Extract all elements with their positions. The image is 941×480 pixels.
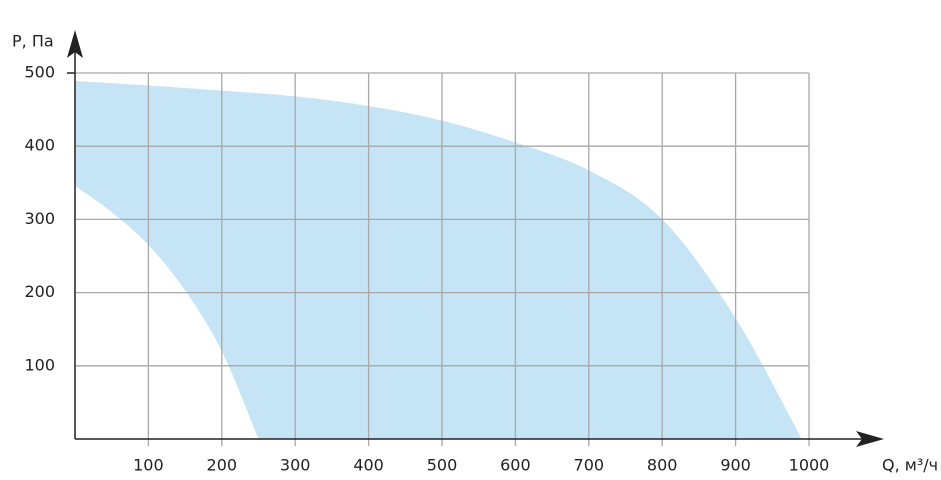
y-tick-label: 500 [24,63,55,82]
area [75,81,802,439]
x-tick-label: 500 [427,456,458,475]
y-axis-label: P, Па [12,32,54,51]
x-tick-label: 300 [280,456,311,475]
x-tick-label: 700 [574,456,605,475]
y-tick-label: 300 [24,209,55,228]
x-tick-label: 400 [353,456,384,475]
x-tick-label: 100 [133,456,164,475]
y-tick-label: 400 [24,136,55,155]
x-tick-label: 600 [500,456,531,475]
x-tick-label: 1000 [789,456,830,475]
x-tick-label: 900 [720,456,751,475]
x-axis-arrow [856,431,884,447]
x-axis-label: Q, м³/ч [882,456,938,475]
y-tick-label: 100 [24,355,55,374]
x-tick-label: 800 [647,456,678,475]
x-tick-label: 200 [207,456,238,475]
y-axis-arrow [67,30,83,58]
y-tick-label: 200 [24,282,55,301]
